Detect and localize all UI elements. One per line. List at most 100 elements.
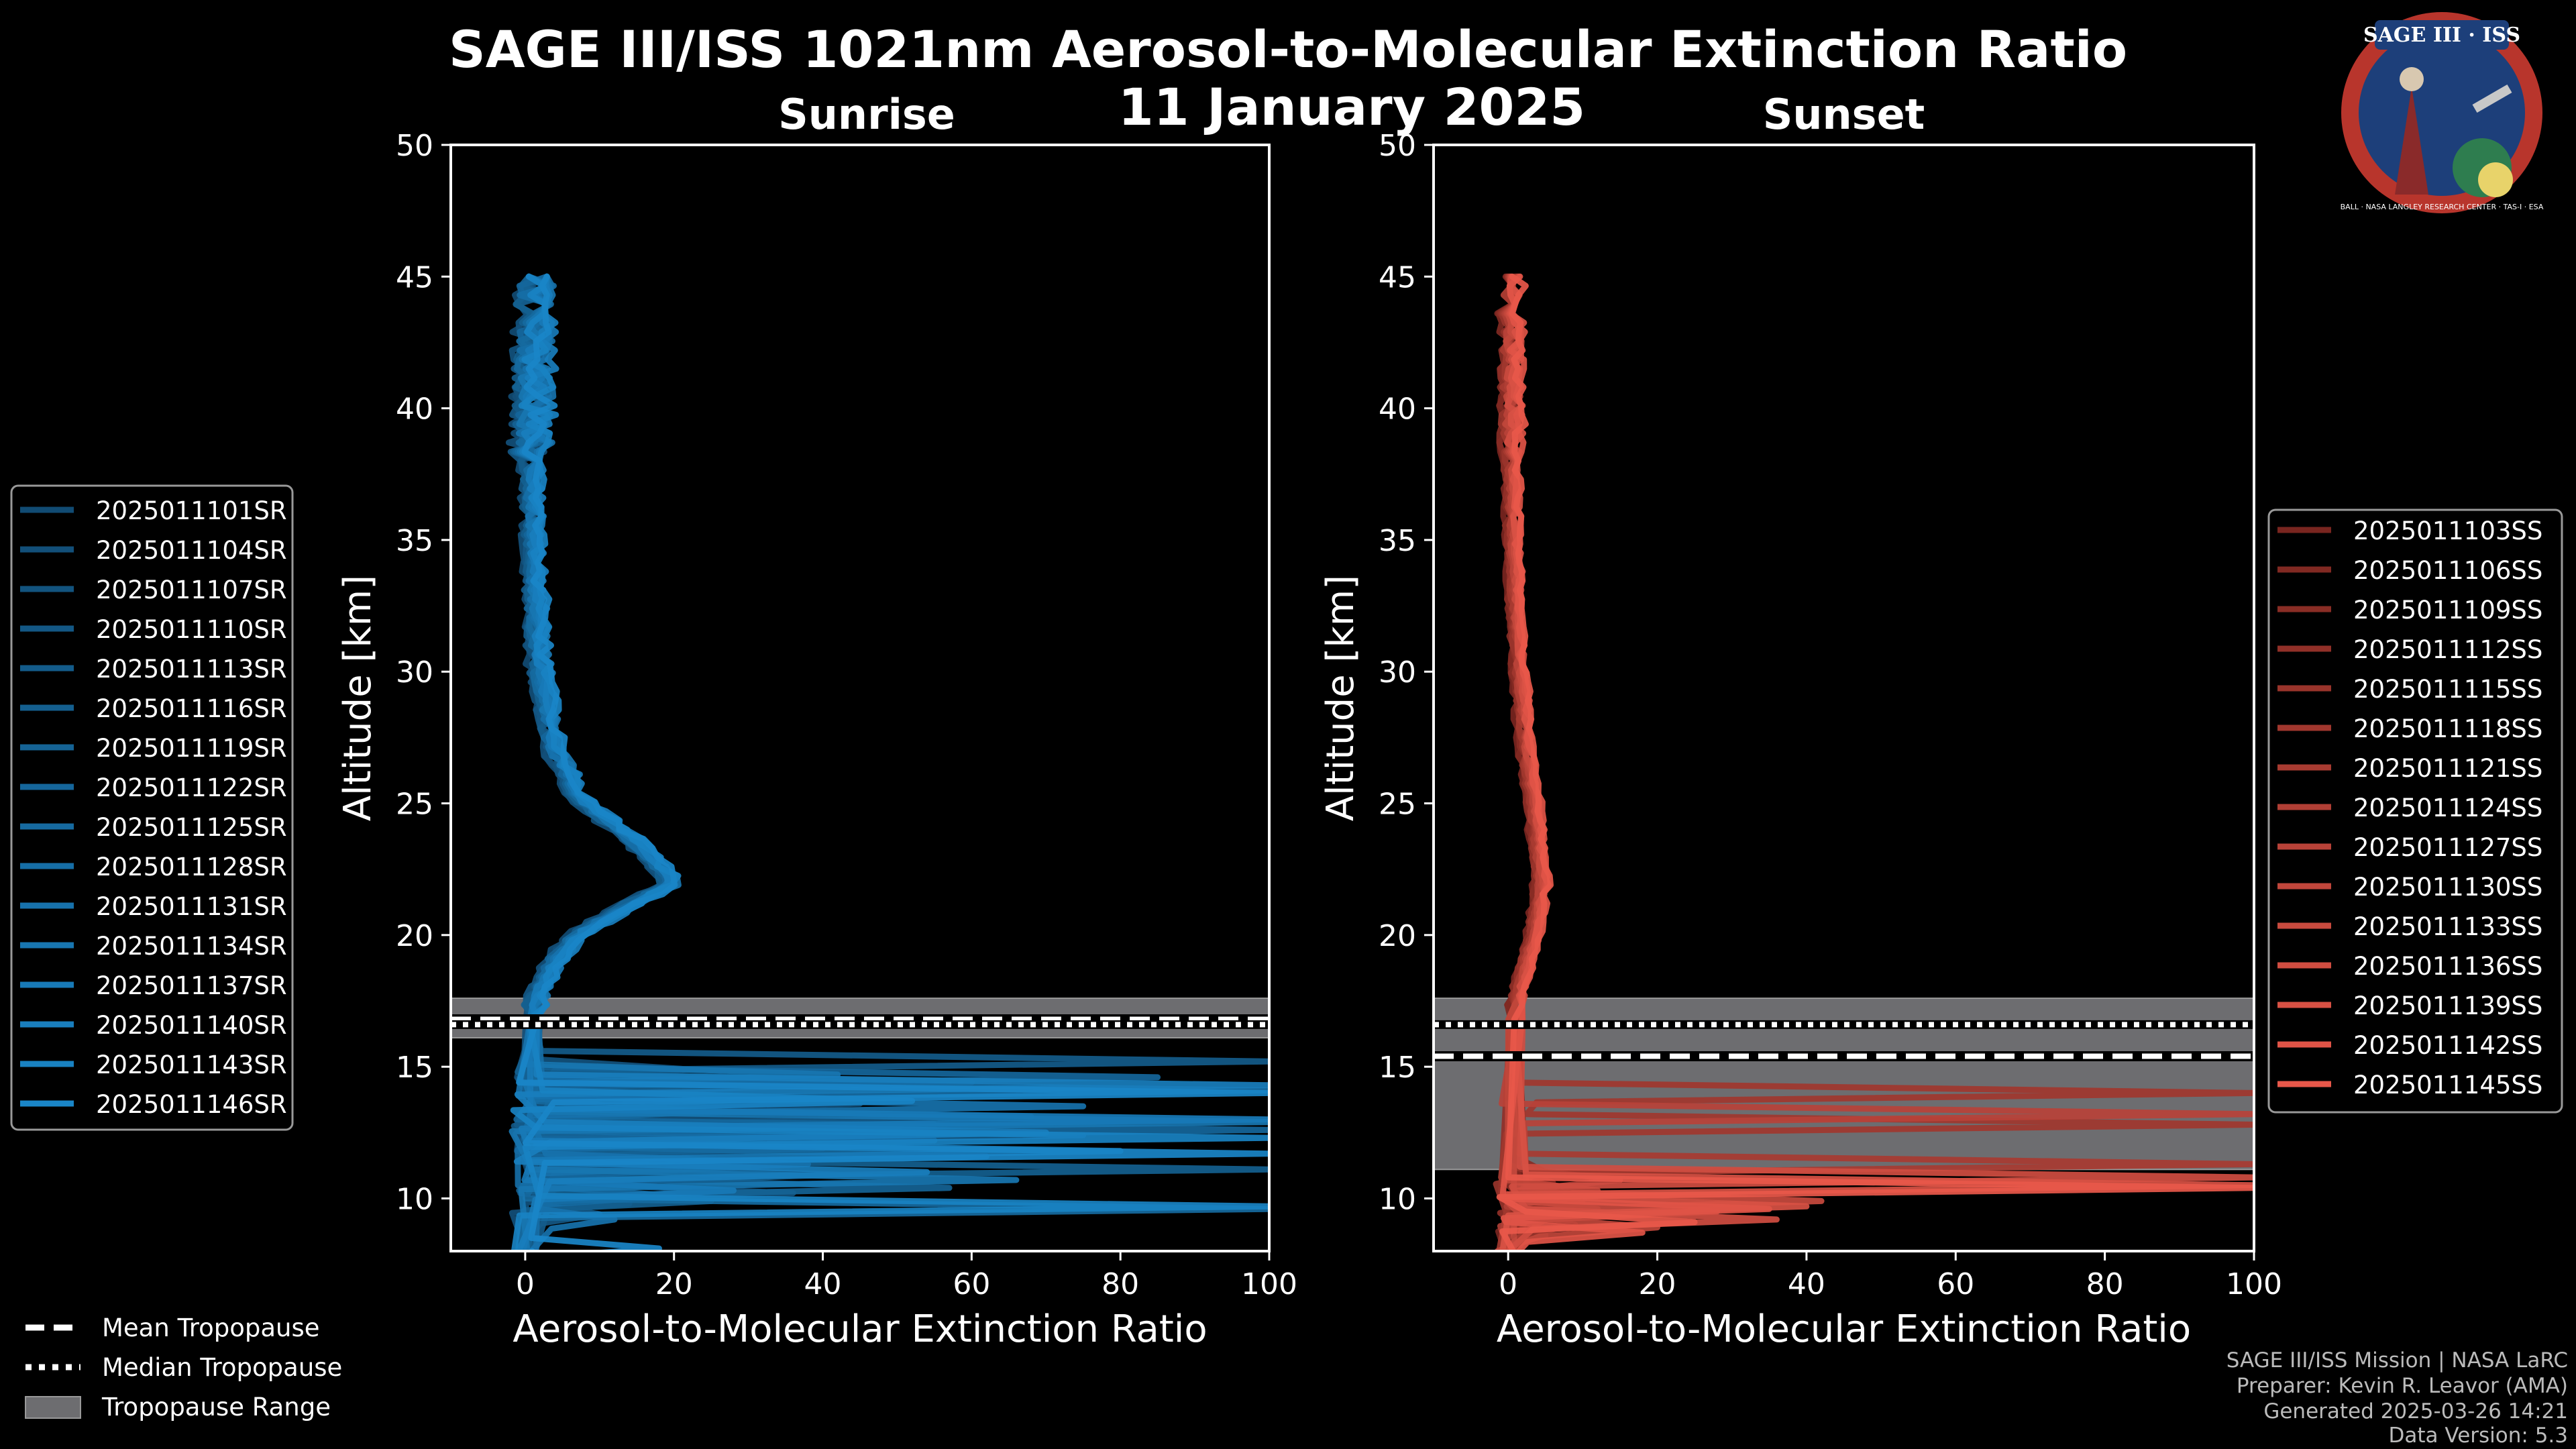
sunset-axes-frame — [1432, 144, 2255, 1252]
figure-title: SAGE III/ISS 1021nm Aerosol-to-Molecular… — [449, 19, 2127, 79]
sunrise-legend-label-2025011140SR: 2025011140SR — [96, 1011, 287, 1040]
sunrise-legend: 2025011101SR 2025011104SR 2025011107SR 2025… — [10, 484, 294, 1131]
sunrise-legend-label-2025011137SR: 2025011137SR — [96, 971, 287, 1000]
sunset-legend-label-2025011109SS: 2025011109SS — [2353, 596, 2542, 625]
sunrise-legend-label-2025011104SR: 2025011104SR — [96, 536, 287, 565]
sunset-ytick-label-5: 35 — [1379, 524, 1416, 558]
figure-date: 11 January 2025 — [1118, 77, 1585, 137]
footer: SAGE III/ISS Mission | NASA LaRC Prepare… — [2226, 1348, 2568, 1448]
logo-title: SAGE III · ISS — [2363, 23, 2520, 47]
footer-mission: SAGE III/ISS Mission | NASA LaRC — [2226, 1348, 2568, 1373]
sunrise-ytick-label-0: 10 — [396, 1182, 433, 1216]
tropopause-legend: Mean Tropopause Median Tropopause Tropop… — [25, 1313, 342, 1421]
sunset-legend-label-2025011118SS: 2025011118SS — [2353, 714, 2542, 743]
sunset-legend-label-2025011115SS: 2025011115SS — [2353, 675, 2542, 704]
footer-data-version: Data Version: 5.3 — [2389, 1424, 2568, 1448]
footer-generated: Generated 2025-03-26 14:21 — [2263, 1399, 2568, 1424]
logo-station — [2472, 84, 2512, 113]
sunset-ytick-label-7: 45 — [1379, 260, 1416, 294]
sunset-panel: 0 20 40 60 80 100 10 15 20 25 30 35 40 45 50 Aerosol-to… — [1319, 90, 2282, 1351]
sunrise-ytick-label-2: 20 — [396, 919, 433, 953]
sunset-xtick-label-4: 80 — [2086, 1267, 2124, 1301]
sunset-ytick-label-2: 20 — [1379, 919, 1416, 953]
sunrise-legend-frame — [10, 484, 294, 1131]
sunrise-ytick-label-5: 35 — [396, 524, 433, 558]
sunset-legend-label-2025011103SS: 2025011103SS — [2353, 517, 2542, 545]
sunset-legend-frame — [2267, 508, 2563, 1114]
sunrise-legend-label-2025011101SR: 2025011101SR — [96, 496, 287, 525]
sunrise-legend-label-2025011110SR: 2025011110SR — [96, 615, 287, 644]
mean-tropopause-label: Mean Tropopause — [102, 1313, 320, 1342]
sunset-legend: 2025011103SS 2025011106SS 2025011109SS 2025… — [2267, 508, 2563, 1114]
tropopause-range-label: Tropopause Range — [101, 1393, 331, 1421]
sunrise-legend-label-2025011125SR: 2025011125SR — [96, 813, 287, 842]
sunset-legend-label-2025011124SS: 2025011124SS — [2353, 794, 2542, 822]
sunrise-legend-label-2025011122SR: 2025011122SR — [96, 773, 287, 802]
footer-preparer: Preparer: Kevin R. Leavor (AMA) — [2237, 1374, 2568, 1398]
sunrise-legend-label-2025011116SR: 2025011116SR — [96, 694, 287, 723]
sunrise-panel: 0 20 40 60 80 100 10 15 20 25 30 35 40 45 50 Aerosol-to… — [336, 90, 1297, 1351]
sunset-ytick-label-8: 50 — [1379, 129, 1416, 163]
logo-ring-text: BALL · NASA LANGLEY RESEARCH CENTER · TA… — [2341, 203, 2544, 211]
logo-banner — [2375, 20, 2509, 50]
sage-logo: SAGE III · ISS BALL · NASA LANGLEY RESEA… — [2341, 12, 2544, 213]
sunset-legend-label-2025011142SS: 2025011142SS — [2353, 1031, 2542, 1060]
sunset-ytick-label-3: 25 — [1379, 788, 1416, 822]
sunrise-ytick-label-1: 15 — [396, 1051, 433, 1085]
sunrise-ytick-label-7: 45 — [396, 260, 433, 294]
sunrise-series-line-2025011146SR — [516, 273, 1269, 1251]
sunrise-ytick-label-3: 25 — [396, 788, 433, 822]
sunset-ytick-label-6: 40 — [1379, 392, 1416, 427]
sunset-legend-label-2025011106SS: 2025011106SS — [2353, 556, 2542, 585]
median-tropopause-label: Median Tropopause — [102, 1353, 342, 1382]
sunset-xaxis-label: Aerosol-to-Molecular Extinction Ratio — [1497, 1307, 2191, 1351]
sunset-legend-label-2025011121SS: 2025011121SS — [2353, 754, 2542, 783]
sunrise-xtick-label-1: 20 — [655, 1267, 693, 1301]
sunrise-xaxis-label: Aerosol-to-Molecular Extinction Ratio — [513, 1307, 1207, 1351]
sunrise-axes-frame — [449, 144, 1271, 1252]
sunset-xtick-label-1: 20 — [1639, 1267, 1676, 1301]
sunrise-legend-label-2025011107SR: 2025011107SR — [96, 576, 287, 604]
tropopause-range-swatch — [25, 1396, 81, 1419]
sunrise-xtick-label-5: 100 — [1241, 1267, 1297, 1301]
sunrise-legend-label-2025011119SR: 2025011119SR — [96, 734, 287, 763]
logo-sun — [2478, 162, 2513, 197]
sunset-legend-label-2025011130SS: 2025011130SS — [2353, 873, 2542, 902]
sunset-xtick-label-0: 0 — [1499, 1267, 1517, 1301]
sunset-xtick-label-3: 60 — [1937, 1267, 1974, 1301]
sunrise-series-line-2025011143SR — [510, 273, 1269, 1251]
sunrise-panel-title: Sunrise — [778, 90, 955, 139]
sunset-series-line-2025011145SS — [1496, 273, 2254, 1251]
logo-figure — [2395, 87, 2428, 195]
sunset-legend-label-2025011112SS: 2025011112SS — [2353, 635, 2542, 664]
sunrise-legend-label-2025011131SR: 2025011131SR — [96, 892, 287, 921]
sunrise-ytick-label-4: 30 — [396, 655, 433, 690]
sunset-yaxis-label: Altitude [km] — [1319, 575, 1362, 821]
sunrise-xtick-label-3: 60 — [953, 1267, 990, 1301]
sunset-legend-label-2025011133SS: 2025011133SS — [2353, 912, 2542, 941]
sunset-legend-label-2025011139SS: 2025011139SS — [2353, 991, 2542, 1020]
sunset-ytick-label-4: 30 — [1379, 655, 1416, 690]
sunset-ytick-label-0: 10 — [1379, 1182, 1416, 1216]
sunrise-legend-label-2025011134SR: 2025011134SR — [96, 932, 287, 961]
sunrise-legend-label-2025011113SR: 2025011113SR — [96, 655, 287, 684]
sunset-legend-label-2025011136SS: 2025011136SS — [2353, 952, 2542, 981]
sunset-series-group — [1493, 273, 2254, 1251]
sunset-xtick-label-2: 40 — [1788, 1267, 1825, 1301]
sunset-ytick-label-1: 15 — [1379, 1051, 1416, 1085]
sunrise-ytick-label-6: 40 — [396, 392, 433, 427]
sunrise-legend-label-2025011146SR: 2025011146SR — [96, 1090, 287, 1119]
sunset-panel-title: Sunset — [1763, 90, 1925, 139]
sunrise-legend-label-2025011128SR: 2025011128SR — [96, 853, 287, 881]
sunset-legend-label-2025011127SS: 2025011127SS — [2353, 833, 2542, 862]
sunset-xtick-label-5: 100 — [2226, 1267, 2282, 1301]
sunrise-xtick-label-0: 0 — [516, 1267, 535, 1301]
sunrise-legend-label-2025011143SR: 2025011143SR — [96, 1051, 287, 1079]
sunrise-ytick-label-8: 50 — [396, 129, 433, 163]
sunrise-xtick-label-4: 80 — [1102, 1267, 1139, 1301]
sunrise-series-group — [505, 273, 1269, 1251]
sunrise-yaxis-label: Altitude [km] — [336, 575, 380, 821]
sunset-legend-label-2025011145SS: 2025011145SS — [2353, 1071, 2542, 1099]
sunrise-xtick-label-2: 40 — [804, 1267, 842, 1301]
